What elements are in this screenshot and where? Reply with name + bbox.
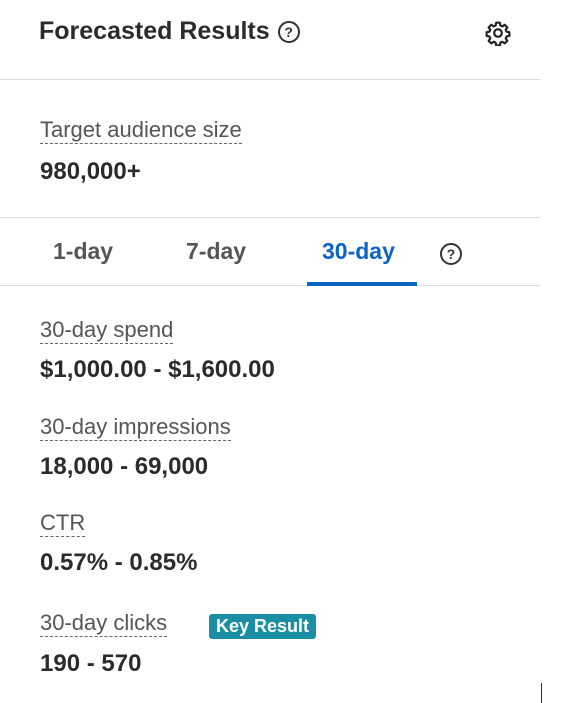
spend-value: $1,000.00 - $1,600.00 — [40, 356, 275, 383]
tabs-help-icon[interactable]: ? — [440, 243, 462, 265]
duration-tabs: 1-day 7-day 30-day ? — [0, 218, 540, 286]
audience-value: 980,000+ — [40, 158, 141, 185]
impressions-label[interactable]: 30-day impressions — [40, 414, 231, 442]
impressions-value: 18,000 - 69,000 — [40, 453, 209, 480]
audience-section: Target audience size 980,000+ — [0, 80, 540, 218]
panel-title-text: Forecasted Results — [39, 17, 270, 45]
gear-icon[interactable] — [485, 20, 511, 46]
tab-7-day[interactable]: 7-day — [186, 238, 247, 264]
clicks-value: 190 - 570 — [40, 650, 142, 677]
ctr-label[interactable]: CTR — [40, 510, 86, 538]
clicks-label[interactable]: 30-day clicks — [40, 610, 168, 638]
text-cursor — [541, 683, 542, 703]
tab-1-day[interactable]: 1-day — [53, 238, 114, 264]
panel-title: Forecasted Results ? — [39, 17, 300, 46]
tab-30-day[interactable]: 30-day — [322, 238, 395, 264]
help-icon[interactable]: ? — [277, 20, 300, 43]
spend-label[interactable]: 30-day spend — [40, 317, 174, 345]
key-result-badge: Key Result — [209, 614, 317, 639]
ctr-value: 0.57% - 0.85% — [40, 549, 198, 576]
audience-label[interactable]: Target audience size — [40, 117, 242, 145]
active-tab-indicator — [307, 282, 417, 286]
panel-header: Forecasted Results ? — [0, 0, 540, 80]
